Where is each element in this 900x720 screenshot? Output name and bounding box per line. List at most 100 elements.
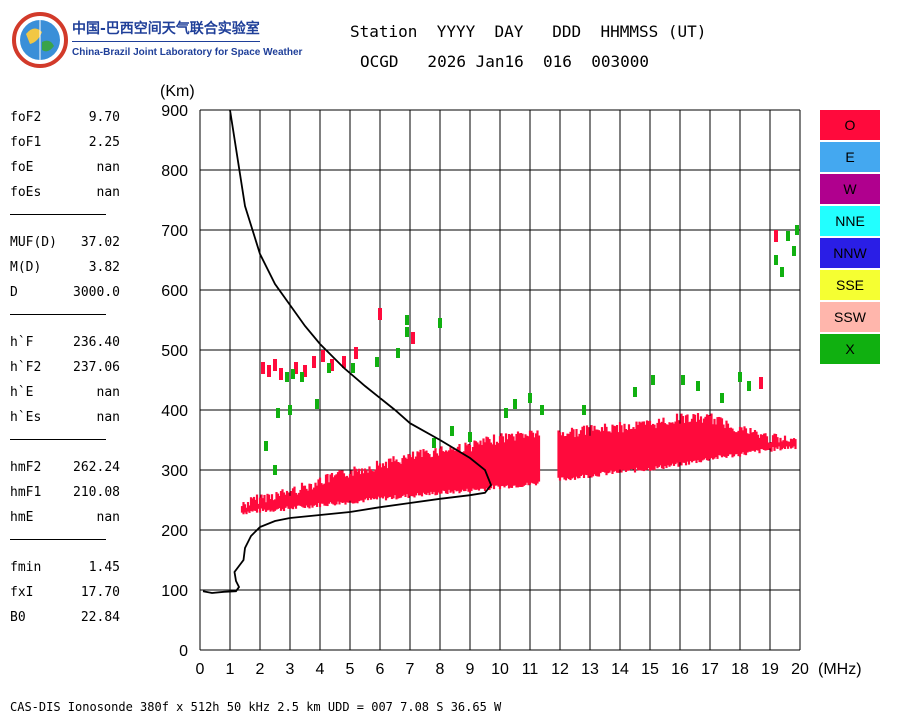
param-value: 3000.0 (73, 285, 120, 300)
x-tick-label: 7 (406, 661, 415, 678)
legend-item-nnw: NNW (820, 238, 880, 268)
globe-logo-icon (12, 12, 68, 68)
param-name: hmF1 (10, 485, 42, 500)
x-mode-point (504, 408, 508, 418)
param-name: h`F (10, 335, 34, 350)
legend-item-w: W (820, 174, 880, 204)
param-name: hmE (10, 510, 34, 525)
x-mode-point (432, 438, 436, 448)
x-mode-point (468, 432, 472, 442)
x-mode-point (540, 405, 544, 415)
param-value: nan (96, 185, 120, 200)
x-tick-label: 10 (491, 661, 509, 678)
y-axis-label: (Km) (160, 83, 195, 100)
x-mode-point (375, 357, 379, 367)
param-row: foF2 9.70 (10, 108, 120, 128)
param-name: foF1 (10, 135, 42, 150)
x-mode-point (327, 363, 331, 373)
param-value: 236.40 (73, 335, 120, 350)
y-tick-label: 200 (161, 523, 188, 540)
param-row: B0 22.84 (10, 608, 120, 628)
y-tick-label: 400 (161, 403, 188, 420)
param-separator (10, 314, 106, 315)
param-row: fmin 1.45 (10, 558, 120, 578)
x-tick-label: 11 (522, 661, 539, 678)
x-tick-label: 2 (256, 661, 265, 678)
x-mode-point (396, 348, 400, 358)
x-tick-label: 1 (226, 661, 235, 678)
param-row: h`E nan (10, 383, 120, 403)
param-value: 9.70 (88, 110, 120, 125)
param-value: nan (96, 385, 120, 400)
o-mode-point (774, 230, 778, 242)
legend-item-nne: NNE (820, 206, 880, 236)
param-row: MUF(D) 37.02 (10, 233, 120, 253)
param-value: 22.84 (80, 610, 120, 625)
param-name: M(D) (10, 260, 42, 275)
x-axis-label: (MHz) (818, 661, 862, 678)
x-mode-point (681, 375, 685, 385)
param-row: M(D) 3.82 (10, 258, 120, 278)
y-tick-label: 700 (161, 223, 188, 240)
param-row: h`F2 237.06 (10, 358, 120, 378)
x-mode-point (795, 225, 799, 235)
x-mode-point (780, 267, 784, 277)
header-columns: Station YYYY DAY DDD HHMMSS (UT) (350, 22, 707, 41)
o-mode-point (378, 308, 382, 320)
o-mode-point (330, 359, 334, 371)
param-row: foF1 2.25 (10, 133, 120, 153)
x-tick-label: 16 (671, 661, 689, 678)
param-value: 262.24 (73, 460, 120, 475)
param-name: fxI (10, 585, 34, 600)
y-tick-label: 300 (161, 463, 188, 480)
org-name-en: China-Brazil Joint Laboratory for Space … (72, 47, 303, 58)
param-name: MUF(D) (10, 235, 57, 250)
param-row: hmE nan (10, 508, 120, 528)
x-mode-point (651, 375, 655, 385)
param-value: nan (96, 410, 120, 425)
o-mode-point (294, 362, 298, 374)
param-row: hmF2 262.24 (10, 458, 120, 478)
x-mode-point (786, 231, 790, 241)
x-mode-point (513, 399, 517, 409)
legend-item-e: E (820, 142, 880, 172)
y-tick-label: 600 (161, 283, 188, 300)
x-tick-label: 15 (641, 661, 659, 678)
param-row: D 3000.0 (10, 283, 120, 303)
param-name: h`F2 (10, 360, 42, 375)
x-mode-point (696, 381, 700, 391)
param-name: foF2 (10, 110, 42, 125)
param-separator (10, 539, 106, 540)
param-name: h`E (10, 385, 34, 400)
x-tick-label: 5 (346, 661, 355, 678)
o-mode-point (354, 347, 358, 359)
param-value: nan (96, 510, 120, 525)
o-mode-point (411, 332, 415, 344)
x-mode-point (300, 372, 304, 382)
o-mode-point (759, 377, 763, 389)
org-name-cn: 中国-巴西空间天气联合实验室 (72, 21, 260, 37)
o-mode-point (312, 356, 316, 368)
o-mode-point (261, 362, 265, 374)
param-row: hmF1 210.08 (10, 483, 120, 503)
o-mode-point (273, 359, 277, 371)
param-value: nan (96, 160, 120, 175)
x-mode-point (582, 405, 586, 415)
legend-item-o: O (820, 110, 880, 140)
x-mode-point (315, 399, 319, 409)
x-mode-point (633, 387, 637, 397)
x-mode-point (438, 318, 442, 328)
x-mode-point (273, 465, 277, 475)
x-mode-point (288, 405, 292, 415)
legend-item-x: X (820, 334, 880, 364)
x-mode-point (285, 372, 289, 382)
param-name: h`Es (10, 410, 42, 425)
x-mode-point (792, 246, 796, 256)
density-profile-line (202, 109, 493, 594)
param-value: 1.45 (88, 560, 120, 575)
o-mode-point (342, 356, 346, 368)
param-name: foE (10, 160, 34, 175)
param-row: fxI 17.70 (10, 583, 120, 603)
y-tick-label: 900 (161, 103, 188, 120)
y-tick-label: 500 (161, 343, 188, 360)
